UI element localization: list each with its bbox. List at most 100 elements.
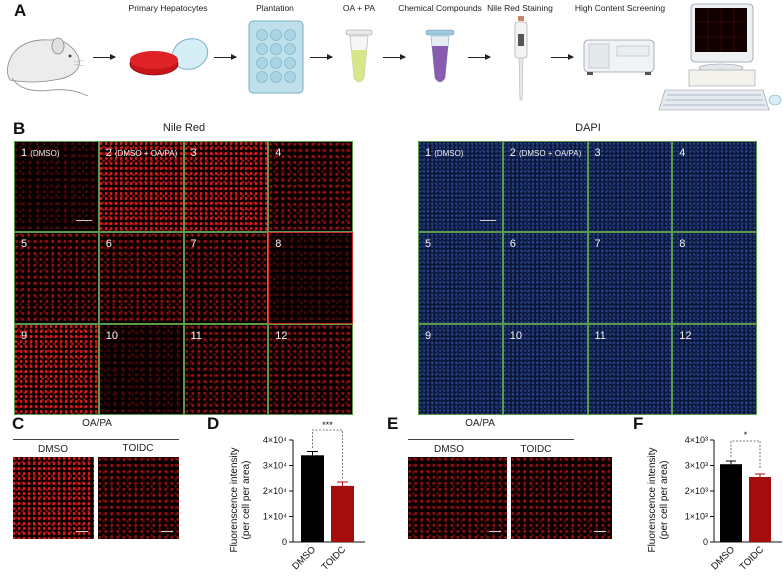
screening-instrument-icon [583,39,655,75]
panel-letter-b: B [13,119,26,138]
nile-red-title: Nile Red [162,122,206,134]
nile-red-well-7: 7 [183,232,269,324]
step-label-primary-hepatocytes: Primary Hepatocytes [128,3,208,13]
significance-label: * [744,430,748,440]
computer-icon [658,3,782,111]
nile-red-well-3: 3 [183,141,269,233]
well-number: 9 [425,329,432,342]
chart-d: Fluorenscence intensity (per cell per ar… [229,420,365,573]
micrograph-toidc [511,457,612,539]
well-number: 8 [275,238,282,251]
svg-text:3×10⁴: 3×10⁴ [263,461,287,471]
nile-red-well-11: 11 [183,323,269,415]
divider [13,439,179,440]
dapi-well-11: 11 [587,323,673,415]
svg-text:4×10³: 4×10³ [685,435,708,445]
step-label-nile-red-staining: Nile Red Staining [487,3,553,13]
petri-dish-icon [129,38,209,76]
panel-letter-e: E [387,414,399,433]
dapi-well-12: 12 [672,323,757,415]
well-number: 12 [275,329,288,342]
svg-text:0: 0 [282,537,287,547]
well-number: 3 [594,147,601,159]
nile-red-well-1: 1 (DMSO) [14,141,99,233]
well-plate-icon [248,20,304,94]
well-number: 4 [275,147,282,159]
x-tick-dmso: DMSO [290,544,318,572]
dapi-well-5: 5 [418,232,503,324]
well-number: 10 [105,329,118,342]
tube-yellow-icon [345,29,373,83]
well-note: (DMSO) [30,149,60,158]
scale-bar [75,219,92,222]
panel-e-col-toidc: TOIDC [520,444,552,455]
panel-c-header: OA/PA [82,418,112,429]
panel-e-header: OA/PA [465,418,495,429]
svg-text:2×10³: 2×10³ [685,486,708,496]
panel-c-col-dmso: DMSO [38,444,68,455]
well-number: 7 [594,238,601,251]
well-number: 10 [509,329,522,342]
x-tick-toidc: TOIDC [738,544,767,573]
y-axis-label: (per cell per area) [241,461,252,540]
well-note: (DMSO + OA/PA) [114,149,178,158]
dapi-title: DAPI [575,122,601,134]
dapi-grid: 1 (DMSO) 2 (DMSO + OA/PA) 3 4 5 6 7 8 9 … [418,141,757,415]
panel-letter-c: C [12,414,25,433]
well-number: 2 [509,147,516,159]
svg-text:1×10⁴: 1×10⁴ [263,512,287,522]
dapi-well-9: 9 [418,323,503,415]
tube-purple-icon [425,29,455,83]
bar-toidc [331,485,354,542]
bar-dmso [301,455,324,542]
panel-letter-f: F [633,414,644,433]
nile-red-well-9: 9 [14,323,99,415]
well-number: 6 [105,238,112,251]
nile-red-well-8: 8 [268,232,353,324]
panel-letter-a: A [14,1,27,20]
well-number: 6 [509,238,516,251]
scale-bar [594,530,606,532]
y-axis-label: Fluorenscence intensity [647,447,658,552]
well-number: 5 [425,238,432,251]
well-note: (DMSO + OA/PA) [518,149,582,158]
well-number: 7 [190,238,197,251]
well-number: 11 [594,329,606,342]
scale-bar [76,530,88,532]
nile-red-well-5: 5 [14,232,99,324]
step-label-oa-pa: OA + PA [342,3,376,13]
arrow-icon [551,54,574,60]
nile-red-well-6: 6 [98,232,184,324]
svg-text:4×10⁴: 4×10⁴ [263,435,287,445]
arrow-icon [93,54,116,60]
well-note: (DMSO) [434,149,464,158]
well-number: 2 [105,147,112,159]
well-number: 4 [679,147,686,159]
panel-c-col-toidc: TOIDC [122,443,154,454]
dapi-well-4: 4 [672,141,757,233]
well-number: 9 [21,329,28,342]
x-tick-dmso: DMSO [709,544,737,572]
arrow-icon [310,54,333,60]
svg-text:1×10³: 1×10³ [685,512,708,522]
micrograph-dmso [408,457,507,539]
scale-bar [489,530,501,532]
divider [408,439,574,440]
svg-text:0: 0 [703,537,708,547]
svg-text:3×10³: 3×10³ [685,461,708,471]
dapi-well-10: 10 [502,323,588,415]
panel-letter-d: D [207,414,220,433]
panel-e-col-dmso: DMSO [434,444,464,455]
step-label-plantation: Plantation [256,3,294,13]
scale-bar [161,530,173,532]
significance-label: *** [322,420,333,430]
dapi-well-8: 8 [672,232,757,324]
well-number: 12 [679,329,692,342]
dapi-well-2: 2 (DMSO + OA/PA) [502,141,588,233]
well-number: 5 [21,238,28,251]
nile-red-well-2: 2 (DMSO + OA/PA) [98,141,184,233]
scale-bar [479,219,496,222]
well-number: 1 [21,147,28,159]
dapi-well-6: 6 [502,232,588,324]
mouse-icon [7,37,88,96]
